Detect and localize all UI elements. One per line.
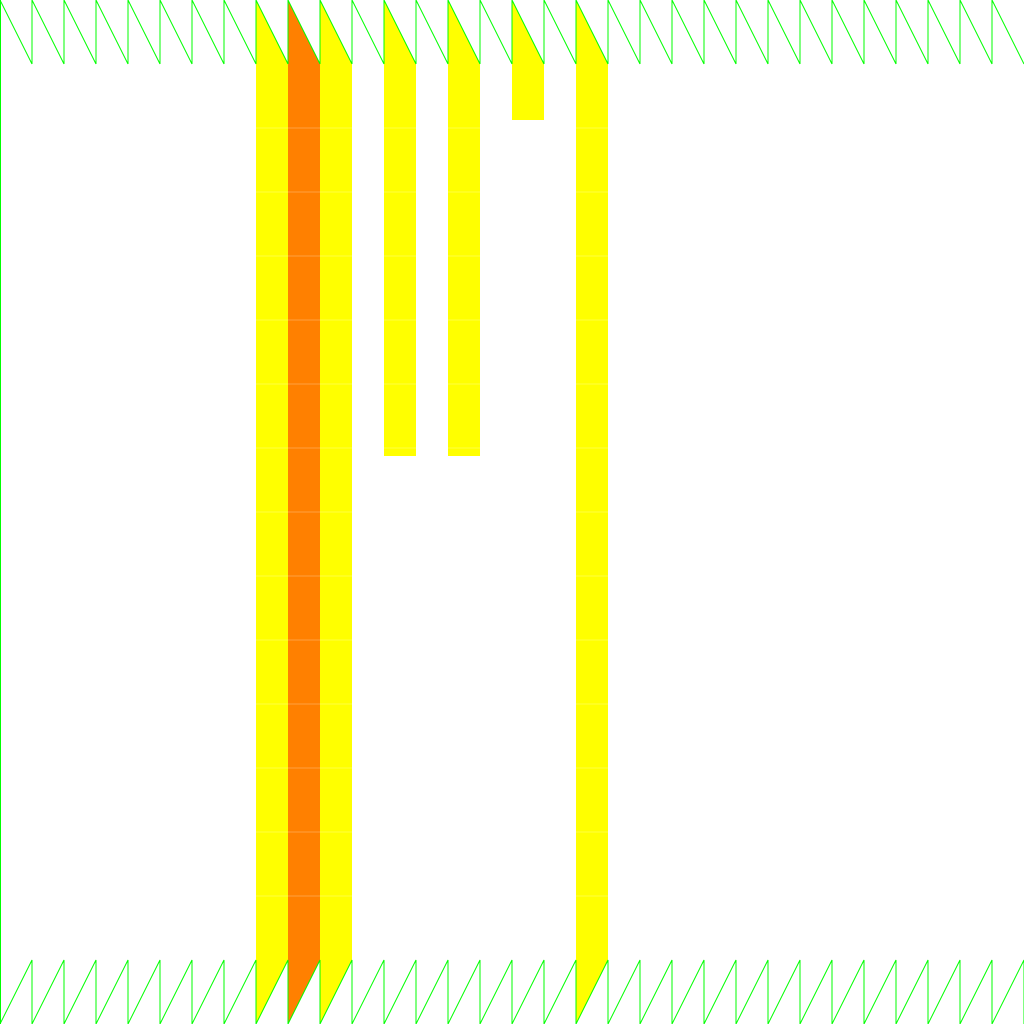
column-bar: [512, 64, 544, 120]
column-bar: [576, 64, 608, 960]
column-bar: [288, 64, 320, 960]
column-bar: [448, 64, 480, 456]
zigzag-border-icon: [0, 959, 1024, 1024]
column-bar: [256, 64, 288, 960]
column-bar: [320, 64, 352, 960]
column-bar: [384, 64, 416, 456]
